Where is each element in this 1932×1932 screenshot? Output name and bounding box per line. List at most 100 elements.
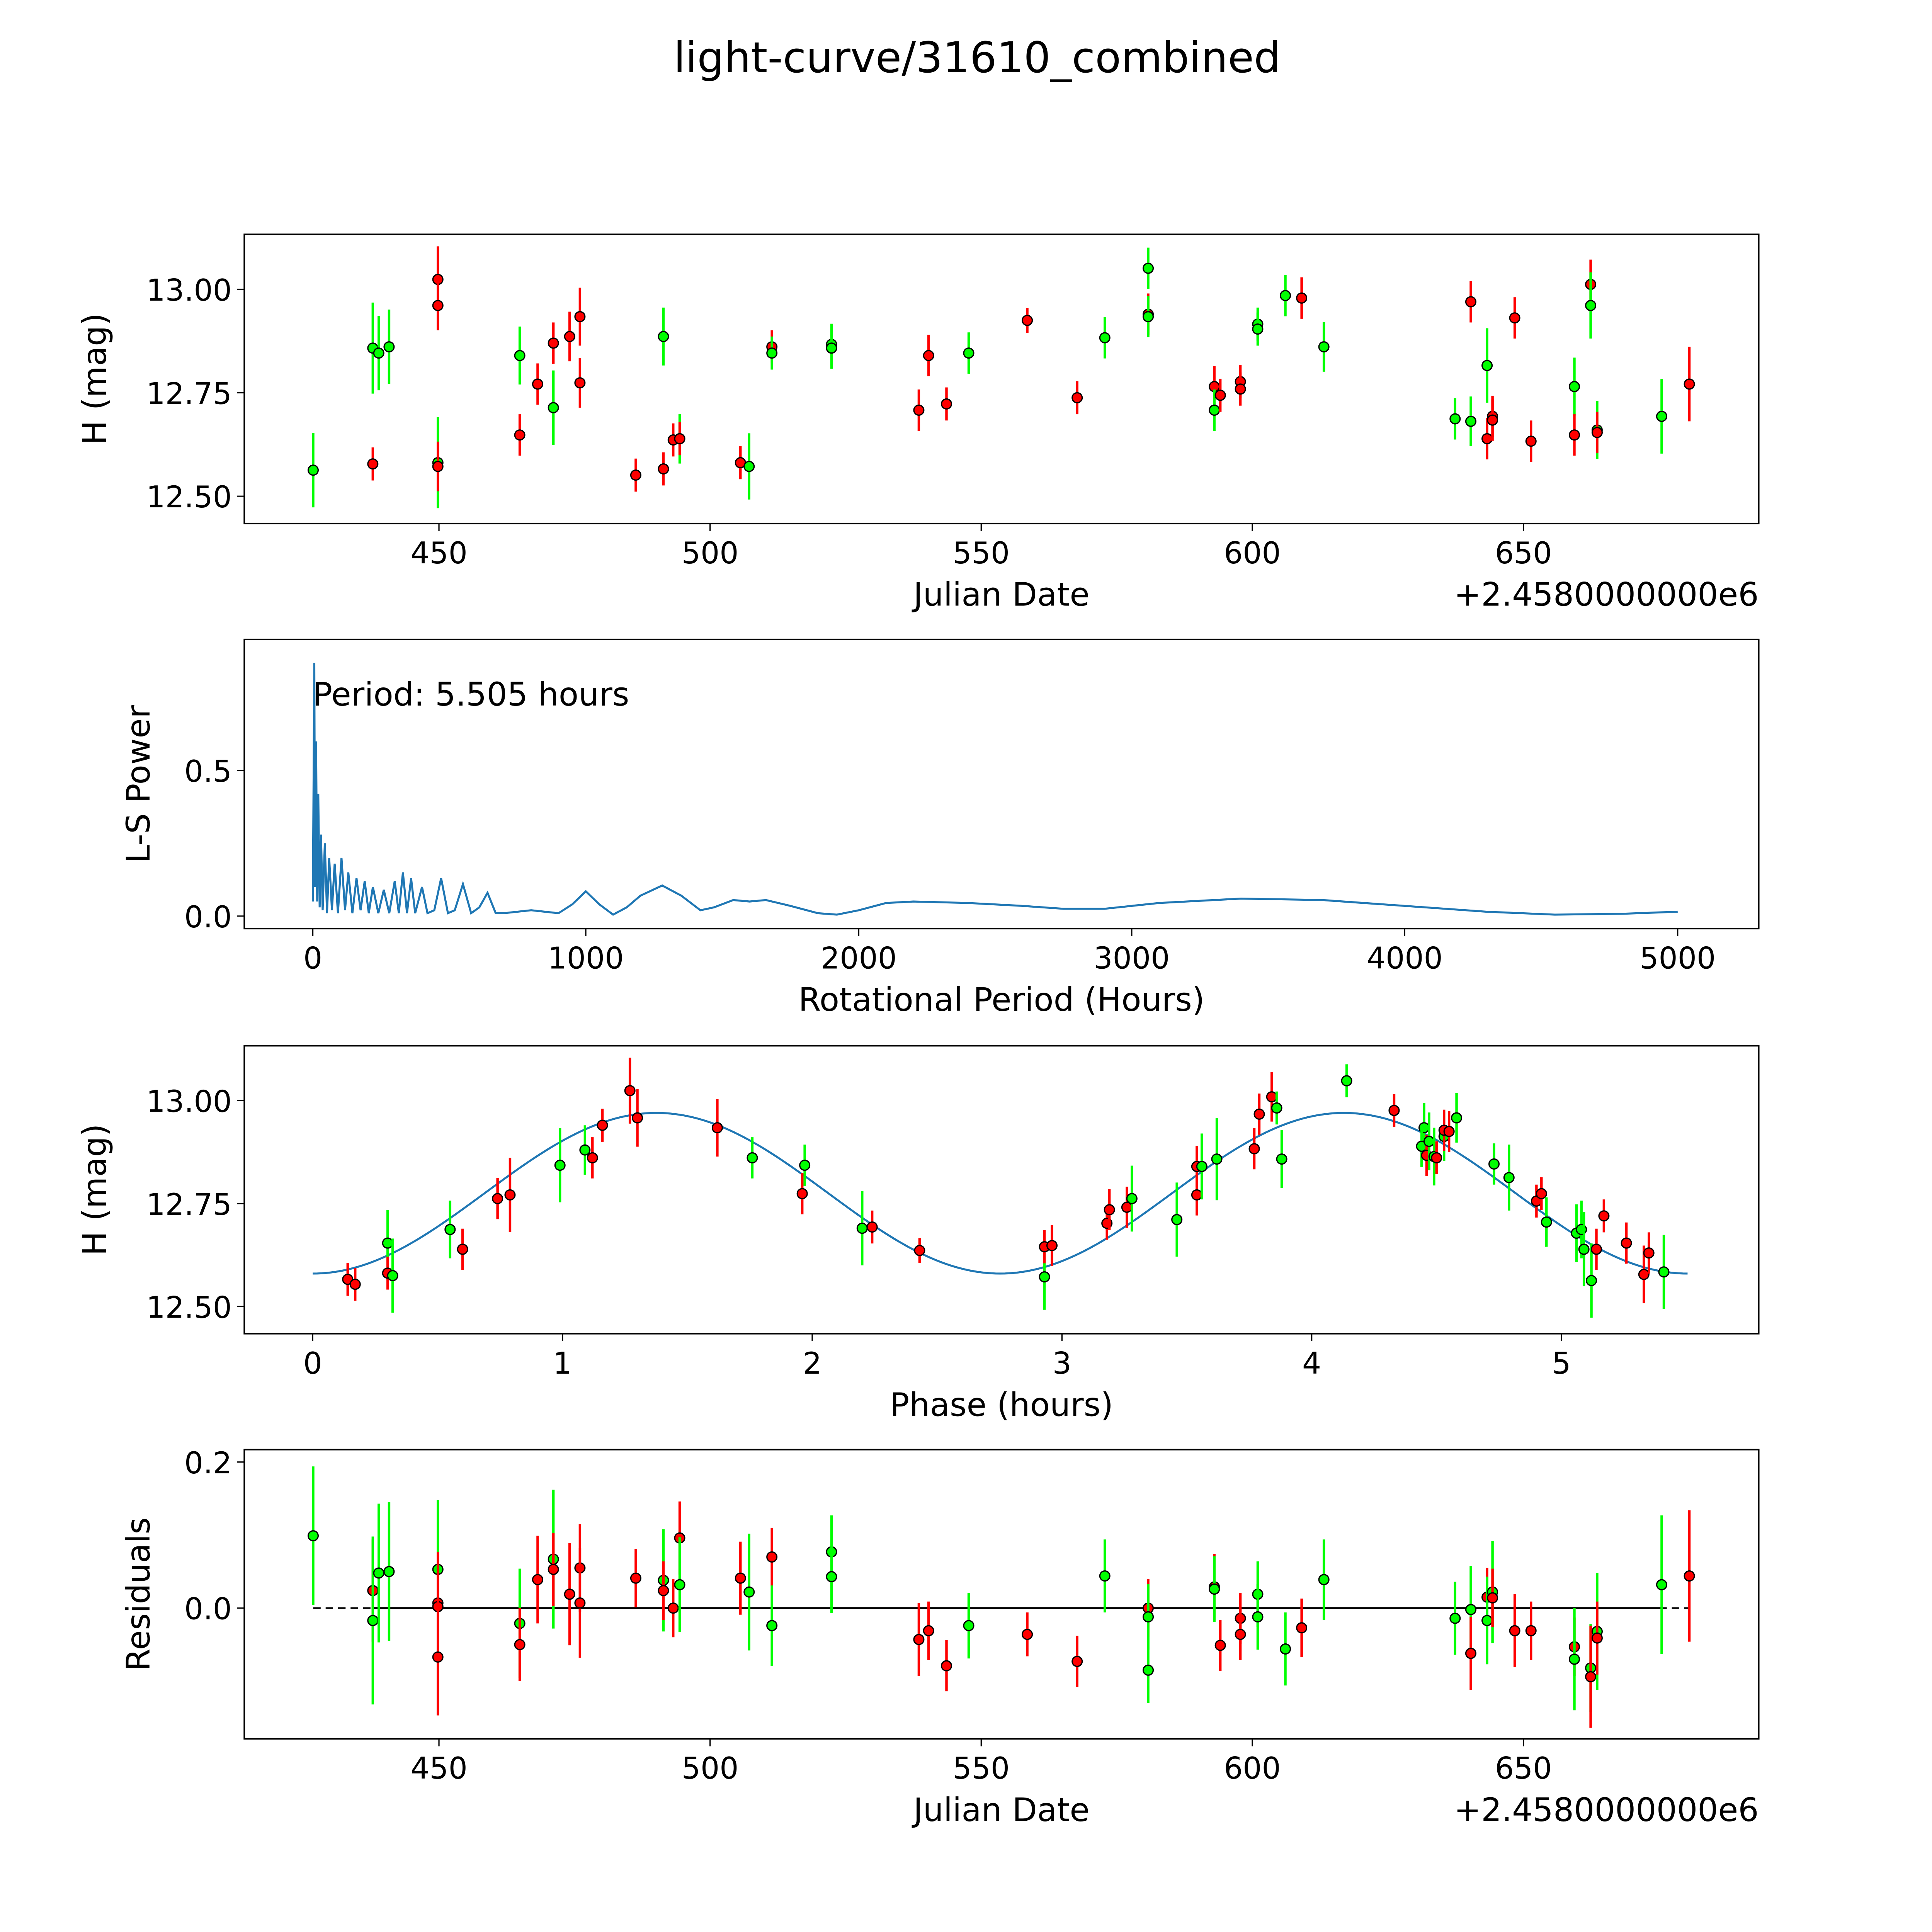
data-point	[383, 1566, 395, 1577]
x-tick-label: 600	[1224, 536, 1281, 571]
data-point	[624, 1085, 636, 1097]
data-point	[1621, 1237, 1632, 1249]
x-tick-label: 5000	[1639, 941, 1716, 976]
x-tick-label: 500	[682, 1751, 739, 1786]
data-point	[743, 1586, 755, 1598]
data-point	[1684, 378, 1695, 390]
axes-frame	[243, 638, 1760, 930]
data-point	[1388, 1105, 1400, 1116]
x-tick-label: 1000	[548, 941, 624, 976]
data-point	[1591, 1632, 1603, 1644]
data-point	[587, 1152, 598, 1163]
data-point	[1449, 1612, 1461, 1624]
data-point	[307, 464, 319, 476]
data-point	[913, 1634, 925, 1645]
x-tick-label: 0	[303, 941, 322, 976]
y-axis-label: Residuals	[119, 1517, 157, 1671]
periodogram-plot-area	[312, 663, 1678, 916]
x-tick-label: 650	[1495, 1751, 1552, 1786]
data-point	[1509, 1625, 1520, 1636]
data-point	[963, 1620, 975, 1631]
data-point	[1039, 1271, 1050, 1283]
data-point	[574, 1597, 586, 1609]
x-axis-label: Julian Date	[912, 576, 1090, 614]
lightcurve-panel: 450 500 550 600 650 12.50 12.75 13.00 Julian Dat…	[76, 233, 1760, 614]
x-tick-label: 0	[303, 1346, 322, 1381]
model-curve	[313, 1112, 1688, 1275]
data-point	[1280, 290, 1291, 301]
data-point	[579, 1144, 591, 1156]
data-point	[630, 469, 641, 481]
y-tick-label: 0.5	[184, 754, 232, 789]
data-point	[1509, 312, 1520, 324]
data-point	[1536, 1188, 1547, 1199]
data-point	[1449, 413, 1461, 425]
data-point	[1465, 1604, 1476, 1616]
data-point	[457, 1243, 468, 1255]
axes-frame	[243, 233, 1760, 524]
residuals-panel: 450 500 550 600 650 0.0 0.2 Julian Date Residual…	[119, 1446, 1760, 1829]
x-tick-label: 600	[1224, 1751, 1281, 1786]
data-point	[1591, 427, 1603, 438]
x-tick-label: 5	[1552, 1346, 1571, 1381]
x-tick-label: 4000	[1367, 941, 1443, 976]
data-point	[367, 1615, 379, 1626]
x-tick-label: 450	[410, 536, 468, 571]
periodogram-panel: 0 1000 2000 3000 4000 5000 0.0 0.5 Rotational Pe…	[119, 638, 1760, 1019]
data-point	[914, 1245, 925, 1256]
data-point	[913, 404, 925, 416]
data-point	[923, 350, 934, 361]
data-point	[1598, 1210, 1610, 1222]
data-point	[444, 1224, 456, 1235]
data-point	[564, 1588, 575, 1600]
data-point	[766, 1551, 778, 1563]
data-point	[1022, 1629, 1033, 1640]
data-point	[574, 311, 586, 323]
data-point	[1423, 1136, 1435, 1147]
data-point	[1658, 1266, 1670, 1278]
data-point	[658, 1585, 669, 1596]
data-point	[1171, 1214, 1183, 1225]
data-point	[1209, 404, 1220, 416]
y-tick-label: 13.00	[146, 1084, 232, 1119]
data-point	[1235, 383, 1246, 395]
x-offset-label: +2.4580000000e6	[1454, 1791, 1759, 1829]
data-point	[923, 1625, 934, 1636]
data-point	[1248, 1143, 1260, 1155]
y-axis-label: H (mag)	[76, 313, 114, 445]
data-point	[1318, 341, 1330, 353]
data-point	[1071, 392, 1083, 403]
data-point	[373, 1567, 384, 1579]
data-point	[866, 1221, 878, 1233]
axes-frame	[243, 1045, 1760, 1335]
data-point	[1071, 1656, 1083, 1667]
data-point	[1541, 1216, 1552, 1228]
data-point	[1525, 1625, 1537, 1636]
data-point	[940, 1660, 952, 1672]
data-point	[432, 300, 444, 311]
figure-title: light-curve/31610_combined	[673, 33, 1281, 82]
data-point	[597, 1119, 608, 1131]
data-point	[799, 1160, 811, 1171]
data-point	[1143, 262, 1154, 274]
data-point	[1252, 323, 1264, 335]
data-point	[826, 342, 837, 354]
data-point	[307, 1530, 319, 1542]
x-tick-label: 2	[803, 1346, 821, 1381]
y-tick-label: 12.75	[146, 1187, 232, 1222]
data-point	[674, 1579, 685, 1590]
data-point	[711, 1122, 723, 1134]
data-point	[1586, 1275, 1597, 1286]
data-point	[963, 347, 975, 359]
periodogram-line	[312, 663, 1678, 916]
data-point	[1099, 1570, 1111, 1582]
x-axis-label: Julian Date	[912, 1791, 1090, 1829]
data-point	[1235, 1629, 1246, 1640]
phased-panel: 0 1 2 3 4 5 12.50 12.75 13.00 Phase (hours) H (mag…	[76, 1045, 1760, 1424]
axes-frame	[243, 1449, 1760, 1740]
data-point	[514, 429, 526, 441]
data-point	[504, 1189, 516, 1201]
data-point	[747, 1152, 758, 1163]
